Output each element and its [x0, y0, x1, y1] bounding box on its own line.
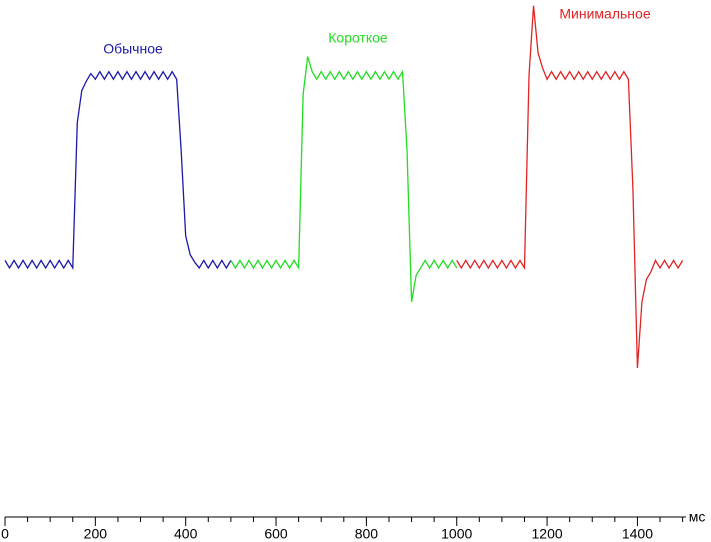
- series-line: [4, 70, 232, 271]
- series-label: Минимальное: [559, 6, 650, 22]
- x-tick-label: 400: [174, 526, 198, 542]
- x-tick-label: 800: [355, 526, 379, 542]
- x-tick-label: 1400: [622, 526, 653, 542]
- series-line: [456, 5, 684, 368]
- series-line: [230, 56, 458, 303]
- series-label: Обычное: [103, 41, 163, 57]
- x-tick-label: 200: [84, 526, 108, 542]
- x-axis-label: мс: [689, 509, 706, 525]
- x-tick-label: 0: [1, 526, 9, 542]
- x-tick-label: 1000: [441, 526, 472, 542]
- x-tick-label: 600: [264, 526, 288, 542]
- series-label: Короткое: [328, 30, 388, 46]
- x-tick-label: 1200: [532, 526, 563, 542]
